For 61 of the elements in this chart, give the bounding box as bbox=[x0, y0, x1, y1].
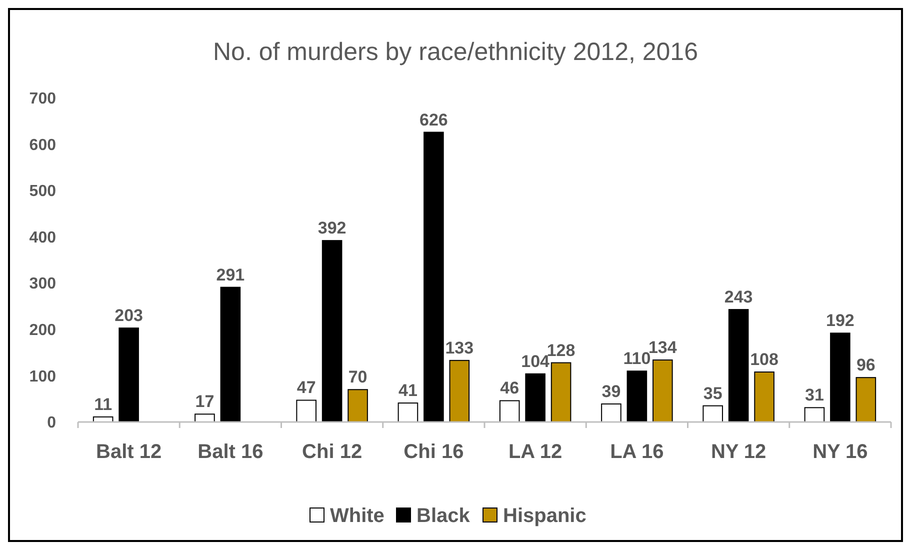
data-label: 47 bbox=[296, 378, 316, 398]
bar bbox=[702, 405, 723, 422]
bar bbox=[525, 373, 546, 422]
y-tick-label: 500 bbox=[29, 183, 56, 200]
bar bbox=[550, 362, 572, 422]
bar bbox=[652, 359, 673, 422]
x-tick-label: Balt 16 bbox=[198, 441, 264, 463]
bar bbox=[296, 400, 316, 422]
data-label: 96 bbox=[856, 356, 876, 375]
x-tick-label: NY 16 bbox=[812, 441, 868, 463]
bar bbox=[754, 372, 774, 422]
y-tick-label: 200 bbox=[29, 322, 56, 340]
data-label: 392 bbox=[318, 218, 346, 238]
x-tick-label: LA 12 bbox=[508, 441, 562, 463]
bar bbox=[118, 328, 139, 422]
data-label: 203 bbox=[114, 306, 143, 326]
bar bbox=[728, 309, 749, 422]
data-label: 41 bbox=[398, 381, 418, 400]
data-label: 35 bbox=[703, 384, 722, 403]
data-label: 11 bbox=[94, 394, 112, 414]
y-tick-label: 700 bbox=[29, 90, 56, 108]
legend-label: Hispanic bbox=[503, 505, 586, 527]
bar bbox=[220, 286, 241, 422]
x-tick-label: Chi 12 bbox=[302, 441, 362, 463]
data-label: 133 bbox=[445, 338, 474, 358]
data-label: 291 bbox=[216, 265, 245, 284]
y-tick-label: 300 bbox=[29, 276, 56, 293]
bar bbox=[424, 132, 444, 422]
y-tick-label: 400 bbox=[29, 229, 56, 246]
x-tick-label: Balt 12 bbox=[96, 441, 162, 463]
bar bbox=[398, 402, 418, 422]
bar bbox=[626, 370, 648, 422]
bar bbox=[830, 332, 850, 422]
data-label: 128 bbox=[546, 340, 576, 360]
bar bbox=[601, 403, 622, 422]
chart-title: No. of murders by race/ethnicity 2012, 2016 bbox=[213, 38, 698, 66]
data-label: 110 bbox=[623, 349, 651, 368]
bar bbox=[348, 389, 368, 422]
y-tick-label: 0 bbox=[47, 414, 56, 432]
bar bbox=[322, 240, 342, 422]
bar bbox=[194, 414, 215, 422]
data-label: 17 bbox=[195, 392, 214, 412]
bar bbox=[856, 377, 876, 422]
y-tick-label: 600 bbox=[29, 136, 56, 154]
data-label: 46 bbox=[500, 378, 520, 398]
data-label: 39 bbox=[602, 382, 621, 401]
data-label: 70 bbox=[348, 368, 368, 387]
data-label: 192 bbox=[826, 311, 854, 330]
data-label: 31 bbox=[805, 386, 824, 405]
bar bbox=[499, 400, 520, 422]
data-label: 626 bbox=[420, 110, 448, 130]
x-tick-label: LA 16 bbox=[610, 441, 664, 463]
bar bbox=[804, 407, 825, 422]
x-tick-label: NY 12 bbox=[710, 441, 766, 463]
x-tick-label: Chi 16 bbox=[404, 441, 464, 463]
bar bbox=[449, 360, 470, 422]
data-label: 243 bbox=[724, 288, 753, 307]
legend-label: White bbox=[330, 505, 384, 527]
y-tick-label: 100 bbox=[29, 368, 56, 386]
data-label: 108 bbox=[750, 350, 778, 370]
legend-label: Black bbox=[416, 505, 471, 527]
